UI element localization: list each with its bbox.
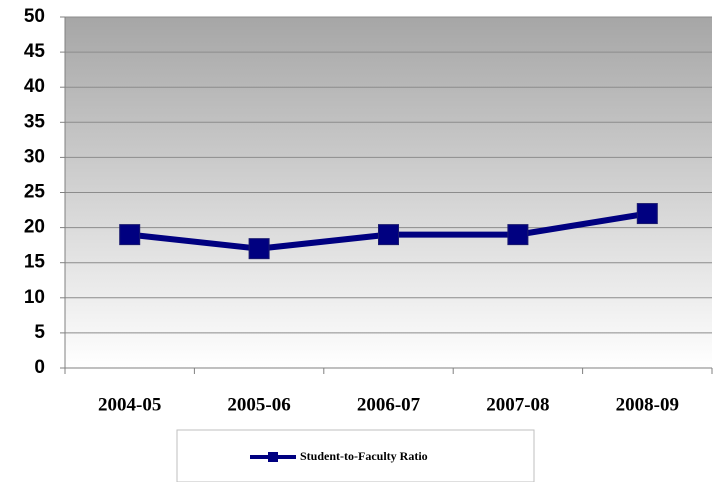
legend-marker (268, 452, 278, 462)
x-tick-label: 2007-08 (486, 394, 549, 415)
marker (248, 238, 270, 260)
legend-box (176, 429, 535, 482)
marker (378, 224, 399, 246)
legend-label: Student-to-Faculty Ratio (300, 449, 428, 463)
y-tick-label: 30 (24, 146, 45, 167)
x-tick-label: 2004-05 (98, 394, 161, 415)
y-tick-label: 35 (24, 111, 46, 132)
y-tick-label: 5 (34, 322, 45, 343)
x-tick-label: 2005-06 (227, 394, 290, 415)
y-tick-label: 25 (24, 182, 46, 203)
x-tick-label: 2006-07 (357, 394, 421, 415)
y-tick-label: 45 (24, 41, 46, 62)
marker (507, 224, 529, 246)
y-tick-label: 10 (24, 287, 45, 308)
x-tick-label: 2008-09 (616, 394, 679, 415)
y-tick-label: 15 (24, 252, 46, 273)
y-tick-label: 50 (24, 6, 45, 27)
y-tick-label: 40 (24, 76, 45, 97)
y-tick-label: 20 (24, 217, 45, 238)
y-tick-label: 0 (34, 357, 45, 378)
marker (636, 203, 658, 225)
marker (119, 224, 141, 246)
